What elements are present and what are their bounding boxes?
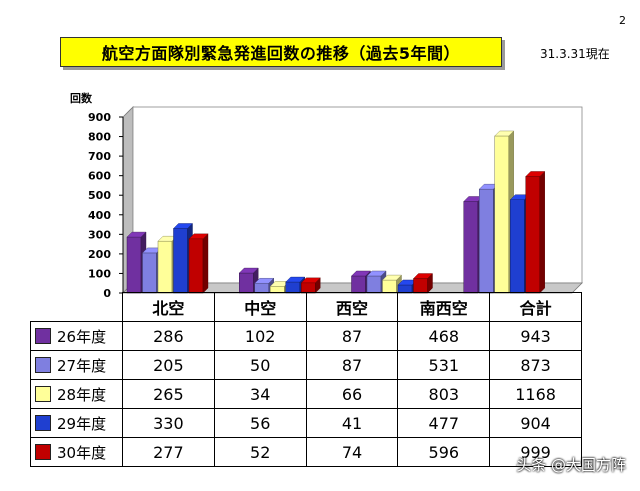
legend-label: 28年度 xyxy=(57,385,107,404)
table-cell: 477 xyxy=(397,408,491,438)
bar-top xyxy=(173,223,193,229)
bar-top xyxy=(413,273,433,279)
bar-28年度-北空 xyxy=(157,240,173,294)
table-cell: 904 xyxy=(489,408,582,438)
bar-29年度-北空 xyxy=(173,228,188,294)
table-cell: 74 xyxy=(305,437,399,467)
table-header-cell: 西空 xyxy=(305,292,399,322)
bar-26年度-南西空 xyxy=(463,201,478,294)
chart-title: 航空方面隊別緊急発進回数の推移（過去5年間） xyxy=(60,37,502,67)
table-cell: 596 xyxy=(397,437,491,467)
legend-label: 29年度 xyxy=(57,414,107,433)
table-corner xyxy=(30,292,123,322)
bar-top xyxy=(525,171,546,177)
table-cell: 50 xyxy=(213,350,307,380)
bar-26年度-北空 xyxy=(126,236,142,294)
table-cell: 87 xyxy=(305,321,399,351)
legend-row-label: 27年度 xyxy=(30,350,123,380)
table-header-cell: 南西空 xyxy=(397,292,491,322)
table-cell: 468 xyxy=(397,321,491,351)
bar-28年度-南西空 xyxy=(494,135,509,294)
table-row: 26年度 286 102 87 468 943 xyxy=(30,321,582,351)
bar-top xyxy=(126,231,147,238)
bar-top xyxy=(300,277,321,284)
table-cell: 531 xyxy=(397,350,491,380)
table-cell: 277 xyxy=(122,437,215,467)
table-cell: 1168 xyxy=(489,379,582,409)
legend-row-label: 30年度 xyxy=(30,437,123,467)
table-row: 27年度 205 50 87 531 873 xyxy=(30,350,582,380)
table-cell: 34 xyxy=(213,379,307,409)
table-cell: 41 xyxy=(305,408,399,438)
y-tick-label: 500 xyxy=(88,189,111,202)
table-header-cell: 北空 xyxy=(122,292,215,322)
table-cell: 265 xyxy=(122,379,215,409)
bar-side xyxy=(539,170,545,294)
y-tick-label: 900 xyxy=(88,111,111,124)
bar-top xyxy=(351,270,371,277)
bar-27年度-南西空 xyxy=(479,188,494,294)
table-header-row: 北空 中空 西空 南西空 合計 xyxy=(30,292,582,322)
bar-top xyxy=(285,276,306,283)
table-cell: 286 xyxy=(122,321,215,351)
y-tick-label: 100 xyxy=(88,267,111,280)
table-cell: 803 xyxy=(397,379,491,409)
table-cell: 873 xyxy=(489,350,582,380)
legend-row-label: 28年度 xyxy=(30,379,123,409)
legend-swatch xyxy=(35,414,51,431)
y-tick-label: 800 xyxy=(88,131,111,144)
bar-29年度-南西空 xyxy=(510,199,525,294)
bar-26年度-西空 xyxy=(351,275,366,294)
bar-top xyxy=(382,274,402,281)
table-header-cell: 中空 xyxy=(213,292,307,322)
legend-swatch xyxy=(35,327,51,344)
bar-side xyxy=(202,233,209,294)
legend-label: 26年度 xyxy=(57,327,107,346)
y-tick-label: 300 xyxy=(88,228,111,241)
legend-swatch xyxy=(35,385,51,402)
legend-label: 27年度 xyxy=(57,356,107,375)
table-row: 28年度 265 34 66 803 1168 xyxy=(30,379,582,409)
bar-30年度-西空 xyxy=(413,278,428,294)
table-cell: 205 xyxy=(122,350,215,380)
bar-27年度-西空 xyxy=(366,275,382,294)
y-tick-label: 200 xyxy=(88,248,111,261)
table-cell: 66 xyxy=(305,379,399,409)
legend-row-label: 29年度 xyxy=(30,408,123,438)
table-header-cell: 合計 xyxy=(489,292,582,322)
bar-top xyxy=(254,278,275,284)
y-tick-label: 600 xyxy=(88,170,111,183)
table-row: 30年度 277 52 74 596 999 xyxy=(30,437,582,467)
date-note: 31.3.31現在 xyxy=(540,47,610,61)
legend-row-label: 26年度 xyxy=(30,321,123,351)
bar-30年度-南西空 xyxy=(525,176,540,294)
table-cell: 56 xyxy=(213,408,307,438)
bar-top xyxy=(188,233,209,240)
table-cell: 52 xyxy=(213,437,307,467)
y-tick-label: 700 xyxy=(88,150,111,163)
legend-swatch xyxy=(35,443,51,460)
bar-top xyxy=(366,270,387,277)
data-table: 北空 中空 西空 南西空 合計 26年度 286 102 87 468 943 27年度 20… xyxy=(30,292,582,467)
table-row: 29年度 330 56 41 477 904 xyxy=(30,408,582,438)
table-cell: 87 xyxy=(305,350,399,380)
table-cell: 330 xyxy=(122,408,215,438)
bar-top xyxy=(238,267,259,274)
y-tick-label: 400 xyxy=(88,209,111,222)
bar-26年度-中空 xyxy=(239,272,254,294)
bar-top xyxy=(494,130,515,137)
bar-27年度-北空 xyxy=(142,252,157,294)
table-cell: 102 xyxy=(213,321,307,351)
table-cell: 999 xyxy=(489,437,582,467)
y-axis-label: 回数 xyxy=(70,91,93,105)
bar-30年度-北空 xyxy=(188,238,204,294)
legend-swatch xyxy=(35,356,51,373)
table-cell: 943 xyxy=(489,321,582,351)
legend-label: 30年度 xyxy=(57,443,107,462)
page-number: 2 xyxy=(619,14,626,27)
watermark: 头条 @大国方阵 xyxy=(516,456,626,474)
